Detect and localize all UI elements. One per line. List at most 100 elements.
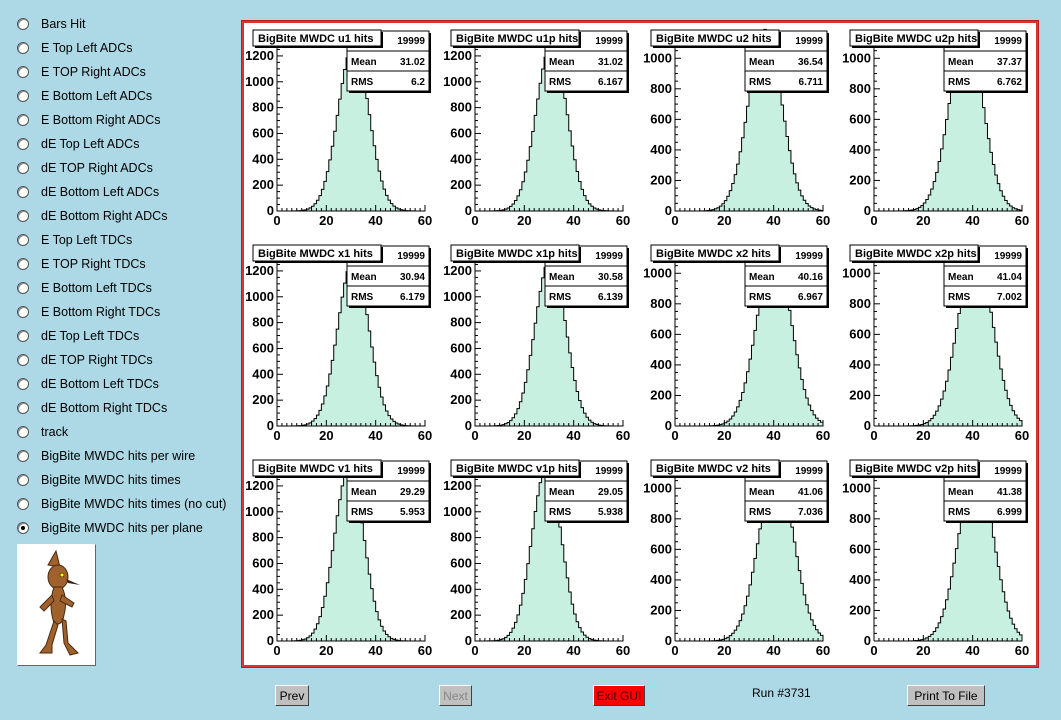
radio-circle-icon[interactable] — [17, 186, 29, 198]
radio-circle-icon[interactable] — [17, 474, 29, 486]
rms-label: RMS — [351, 77, 374, 88]
y-tick-label: 400 — [650, 357, 672, 372]
histogram-title: BigBite MWDC x1p hits — [456, 248, 578, 260]
y-tick-label: 400 — [650, 572, 672, 587]
y-tick-label: 200 — [849, 172, 871, 187]
x-tick-label: 40 — [368, 213, 382, 228]
entries-value: 19999 — [795, 251, 823, 262]
radio-option[interactable]: E Top Left ADCs — [14, 36, 234, 60]
x-tick-label: 60 — [418, 643, 432, 658]
radio-circle-icon[interactable] — [17, 354, 29, 366]
radio-circle-icon[interactable] — [17, 90, 29, 102]
x-tick-label: 20 — [916, 428, 930, 443]
radio-option[interactable]: E Top Left TDCs — [14, 228, 234, 252]
mean-label: Mean — [351, 272, 377, 283]
radio-option[interactable]: BigBite MWDC hits per wire — [14, 444, 234, 468]
prev-button[interactable]: Prev — [275, 685, 309, 706]
radio-option[interactable]: dE Bottom Right ADCs — [14, 204, 234, 228]
radio-circle-icon[interactable] — [17, 402, 29, 414]
y-tick-label: 800 — [252, 100, 274, 115]
y-tick-label: 200 — [849, 387, 871, 402]
x-tick-label: 60 — [616, 643, 630, 658]
y-tick-label: 0 — [864, 633, 871, 648]
y-tick-label: 200 — [849, 602, 871, 617]
radio-circle-icon[interactable] — [17, 114, 29, 126]
rms-value: 5.953 — [400, 507, 425, 518]
radio-circle-icon[interactable] — [17, 378, 29, 390]
x-tick-label: 40 — [766, 643, 780, 658]
print-to-file-button[interactable]: Print To File — [907, 685, 985, 706]
radio-option[interactable]: BigBite MWDC hits times — [14, 468, 234, 492]
entries-value: 19999 — [994, 251, 1022, 262]
radio-circle-icon[interactable] — [17, 498, 29, 510]
x-tick-label: 0 — [273, 428, 280, 443]
radio-label: dE TOP Right ADCs — [41, 161, 153, 175]
x-tick-label: 20 — [319, 213, 333, 228]
x-tick-label: 60 — [1015, 428, 1029, 443]
radio-option[interactable]: BigBite MWDC hits times (no cut) — [14, 492, 234, 516]
y-tick-label: 1200 — [245, 478, 274, 493]
radio-circle-icon[interactable] — [17, 66, 29, 78]
radio-circle-icon[interactable] — [17, 306, 29, 318]
y-tick-label: 800 — [849, 296, 871, 311]
x-tick-label: 40 — [566, 428, 580, 443]
radio-option[interactable]: E TOP Right ADCs — [14, 60, 234, 84]
rms-label: RMS — [749, 292, 772, 303]
radio-circle-icon[interactable] — [17, 282, 29, 294]
radio-circle-icon[interactable] — [17, 234, 29, 246]
radio-option[interactable]: dE TOP Right TDCs — [14, 348, 234, 372]
radio-option[interactable]: Bars Hit — [14, 12, 234, 36]
y-tick-label: 600 — [650, 111, 672, 126]
radio-option[interactable]: dE TOP Right ADCs — [14, 156, 234, 180]
rms-label: RMS — [351, 507, 374, 518]
x-tick-label: 20 — [517, 213, 531, 228]
radio-label: dE Bottom Right ADCs — [41, 209, 168, 223]
radio-circle-icon[interactable] — [17, 450, 29, 462]
radio-circle-icon[interactable] — [17, 330, 29, 342]
radio-option[interactable]: E TOP Right TDCs — [14, 252, 234, 276]
radio-circle-icon[interactable] — [17, 138, 29, 150]
radio-option[interactable]: dE Top Left ADCs — [14, 132, 234, 156]
rms-value: 6.999 — [997, 507, 1022, 518]
radio-label: dE Bottom Right TDCs — [41, 401, 168, 415]
radio-circle-icon[interactable] — [17, 258, 29, 270]
radio-option[interactable]: track — [14, 420, 234, 444]
x-tick-label: 60 — [816, 428, 830, 443]
radio-option[interactable]: dE Top Left TDCs — [14, 324, 234, 348]
y-tick-label: 800 — [849, 81, 871, 96]
radio-option[interactable]: E Bottom Right ADCs — [14, 108, 234, 132]
x-tick-label: 0 — [671, 213, 678, 228]
radio-option[interactable]: BigBite MWDC hits per plane — [14, 516, 234, 540]
mean-label: Mean — [948, 272, 974, 283]
next-button[interactable]: Next — [439, 685, 472, 706]
x-tick-label: 20 — [319, 428, 333, 443]
y-tick-label: 600 — [450, 340, 472, 355]
radio-option[interactable]: dE Bottom Left ADCs — [14, 180, 234, 204]
radio-option[interactable]: E Bottom Right TDCs — [14, 300, 234, 324]
rms-value: 6.139 — [598, 292, 623, 303]
radio-option[interactable]: dE Bottom Left TDCs — [14, 372, 234, 396]
radio-option[interactable]: E Bottom Left TDCs — [14, 276, 234, 300]
y-tick-label: 600 — [849, 541, 871, 556]
radio-circle-icon[interactable] — [17, 42, 29, 54]
radio-option[interactable]: E Bottom Left ADCs — [14, 84, 234, 108]
rms-label: RMS — [549, 507, 572, 518]
radio-circle-icon[interactable] — [17, 162, 29, 174]
radio-circle-icon[interactable] — [17, 18, 29, 30]
rms-value: 7.002 — [997, 292, 1022, 303]
radio-label: E Top Left TDCs — [41, 233, 133, 247]
radio-circle-icon[interactable] — [17, 210, 29, 222]
radio-label: BigBite MWDC hits times — [41, 473, 181, 487]
exit-gui-button[interactable]: Exit GUI — [593, 685, 645, 706]
x-tick-label: 60 — [616, 428, 630, 443]
radio-circle-icon[interactable] — [17, 522, 29, 534]
y-tick-label: 0 — [665, 633, 672, 648]
radio-option[interactable]: dE Bottom Right TDCs — [14, 396, 234, 420]
radio-circle-icon[interactable] — [17, 426, 29, 438]
rms-value: 5.938 — [598, 507, 623, 518]
radio-label: BigBite MWDC hits times (no cut) — [41, 497, 227, 511]
